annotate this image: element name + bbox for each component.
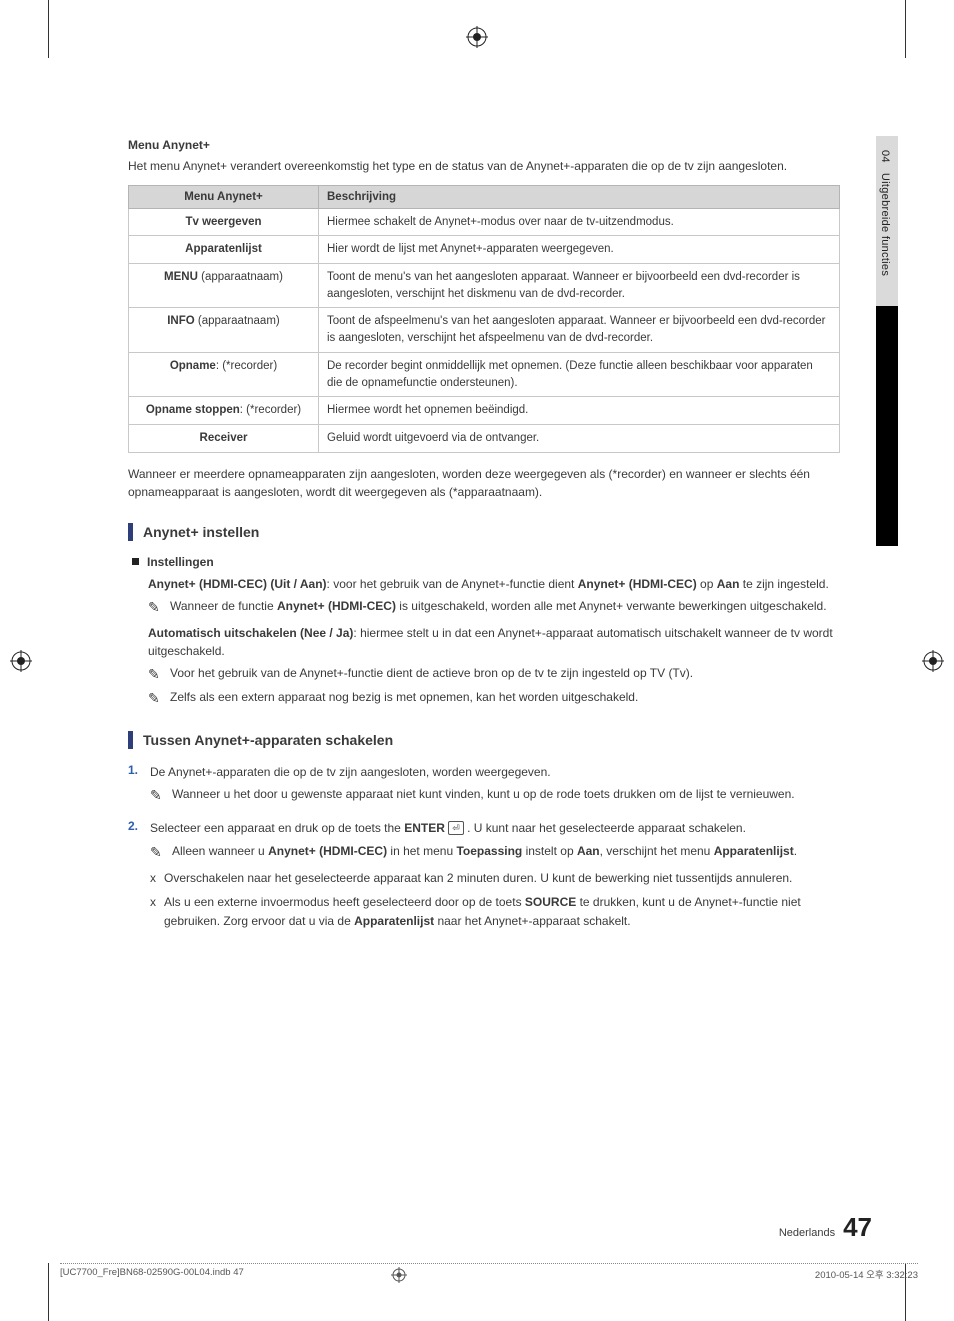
crop-mark [48,1263,49,1321]
table-cell-label: MENU (apparaatnaam) [129,264,319,308]
table-cell-description: De recorder begint onmiddellijk met opne… [319,352,840,396]
table-row: Opname stoppen: (*recorder)Hiermee wordt… [129,397,840,425]
note-refresh-list: ✎ Wanneer u het door u gewenste apparaat… [150,785,840,806]
table-header-left: Menu Anynet+ [129,185,319,208]
crop-mark [48,0,49,58]
bullet-text: Overschakelen naar het geselecteerde app… [164,869,792,888]
table-cell-description: Hiermee schakelt de Anynet+-modus over n… [319,208,840,236]
list-item: x Overschakelen naar het geselecteerde a… [150,869,840,888]
registration-mark-icon [922,650,944,672]
subhead-label: Instellingen [147,555,214,569]
note-recording-off: ✎ Zelfs als een extern apparaat nog bezi… [148,688,840,709]
registration-mark-icon [10,650,32,672]
page-footer: Nederlands 47 [779,1212,872,1243]
note-active-source: ✎ Voor het gebruik van de Anynet+-functi… [148,664,840,685]
table-cell-description: Toont de afspeelmenu's van het aangeslot… [319,308,840,352]
print-filename: [UC7700_Fre]BN68-02590G-00L04.indb 47 [60,1267,244,1283]
registration-mark-icon [391,1267,407,1283]
setting-anynet-hdmi: Anynet+ (HDMI-CEC) (Uit / Aan): voor het… [148,575,840,593]
sub-bullet-list: x Overschakelen naar het geselecteerde a… [150,869,840,931]
note-text: Voor het gebruik van de Anynet+-functie … [170,664,840,682]
section-bar-icon [128,523,133,541]
li2-pre: Selecteer een apparaat en druk op de toe… [150,821,404,835]
note-text: Alleen wanneer u Anynet+ (HDMI-CEC) in h… [172,842,840,860]
note-icon: ✎ [148,664,166,685]
list-number: 1. [128,763,150,810]
enter-label: ENTER [404,821,445,835]
page-number: 47 [843,1212,872,1243]
numbered-list: 1. De Anynet+-apparaten die op de tv zij… [128,763,840,937]
menu-anynet-intro: Het menu Anynet+ verandert overeenkomsti… [128,158,840,175]
table-cell-description: Hiermee wordt het opnemen beëindigd. [319,397,840,425]
note-icon: ✎ [148,688,166,709]
table-footnote: Wanneer er meerdere opnameapparaten zijn… [128,465,840,501]
note-text: Wanneer u het door u gewenste apparaat n… [172,785,840,803]
table-header-right: Beschrijving [319,185,840,208]
table-cell-label: Opname: (*recorder) [129,352,319,396]
table-cell-label: Opname stoppen: (*recorder) [129,397,319,425]
note-icon: ✎ [150,842,168,863]
table-row: ApparatenlijstHier wordt de lijst met An… [129,236,840,264]
side-tab-accent [876,306,898,546]
table-cell-label: Tv weergeven [129,208,319,236]
section-title: Tussen Anynet+-apparaten schakelen [143,732,393,748]
registration-mark-icon [466,26,488,48]
section-heading-anynet-instellen: Anynet+ instellen [128,523,840,541]
square-bullet-icon [132,558,139,565]
list-text: Selecteer een apparaat en druk op de toe… [150,819,840,838]
note-icon: ✎ [148,597,166,618]
table-cell-label: INFO (apparaatnaam) [129,308,319,352]
note-hdmi-disabled: ✎ Wanneer de functie Anynet+ (HDMI-CEC) … [148,597,840,618]
crop-mark [905,0,906,58]
table-row: INFO (apparaatnaam)Toont de afspeelmenu'… [129,308,840,352]
print-timestamp: 2010-05-14 오후 3:32:23 [815,1267,918,1283]
note-icon: ✎ [150,785,168,806]
subheading-instellingen: Instellingen [132,555,840,569]
footer-language: Nederlands [779,1227,835,1239]
list-number: 2. [128,819,150,936]
table-cell-description: Geluid wordt uitgevoerd via de ontvanger… [319,424,840,452]
note-text: Zelfs als een extern apparaat nog bezig … [170,688,840,706]
table-cell-label: Apparatenlijst [129,236,319,264]
table-row: ReceiverGeluid wordt uitgevoerd via de o… [129,424,840,452]
chapter-number: 04 [879,150,891,163]
table-row: MENU (apparaatnaam)Toont de menu's van h… [129,264,840,308]
list-item: x Als u een externe invoermodus heeft ge… [150,893,840,930]
bullet-text: Als u een externe invoermodus heeft gese… [164,893,840,930]
list-text: De Anynet+-apparaten die op de tv zijn a… [150,763,840,782]
side-tab-label: 04 Uitgebreide functies [879,150,891,276]
menu-anynet-title: Menu Anynet+ [128,138,840,152]
note-apparatenlijst: ✎ Alleen wanneer u Anynet+ (HDMI-CEC) in… [150,842,840,863]
print-metadata: [UC7700_Fre]BN68-02590G-00L04.indb 47 20… [60,1263,918,1283]
note-text: Wanneer de functie Anynet+ (HDMI-CEC) is… [170,597,840,615]
li2-post: . U kunt naar het geselecteerde apparaat… [467,821,746,835]
side-tab: 04 Uitgebreide functies [876,136,898,546]
section-heading-schakelen: Tussen Anynet+-apparaten schakelen [128,731,840,749]
table-cell-label: Receiver [129,424,319,452]
enter-icon: ⏎ [448,821,464,835]
table-row: Tv weergevenHiermee schakelt de Anynet+-… [129,208,840,236]
x-bullet-icon: x [150,893,164,930]
anynet-table: Menu Anynet+ Beschrijving Tv weergevenHi… [128,185,840,453]
section-bar-icon [128,731,133,749]
section-title: Anynet+ instellen [143,524,259,540]
setting-auto-off: Automatisch uitschakelen (Nee / Ja): hie… [148,624,840,660]
table-row: Opname: (*recorder)De recorder begint on… [129,352,840,396]
page-content: Menu Anynet+ Het menu Anynet+ verandert … [128,138,840,946]
chapter-title: Uitgebreide functies [879,173,891,276]
list-item: 2. Selecteer een apparaat en druk op de … [128,819,840,936]
x-bullet-icon: x [150,869,164,888]
table-cell-description: Hier wordt de lijst met Anynet+-apparate… [319,236,840,264]
table-cell-description: Toont de menu's van het aangesloten appa… [319,264,840,308]
list-item: 1. De Anynet+-apparaten die op de tv zij… [128,763,840,810]
